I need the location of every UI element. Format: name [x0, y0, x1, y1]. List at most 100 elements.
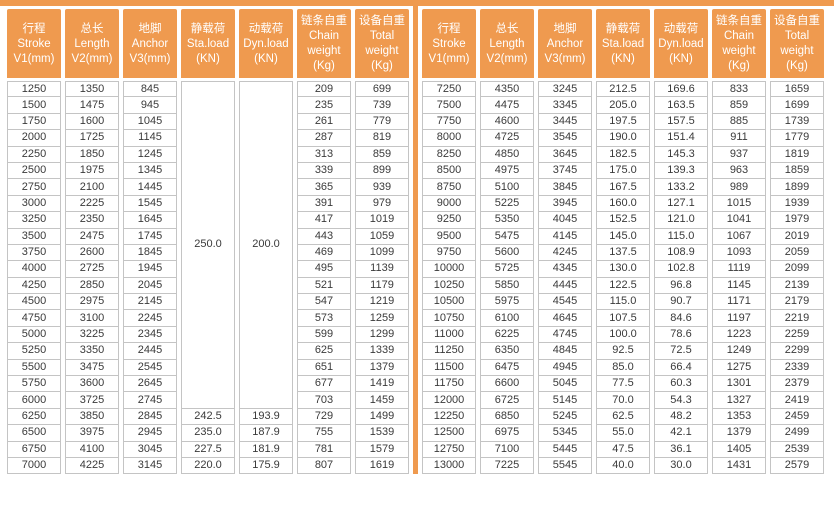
data-cell-chain-weight: 209 [297, 81, 351, 98]
data-cell-chain-weight: 1197 [712, 310, 766, 327]
table-row: 1250 1350 845 250.0 200.0 209 699 [7, 81, 409, 409]
table-row: 11000 6225 4745 100.0 78.6 1223 2259 [422, 326, 824, 344]
data-cell-stroke: 6250 [7, 408, 61, 426]
data-cell-total-weight: 2139 [770, 277, 824, 295]
data-cell-total-weight: 1859 [770, 162, 824, 180]
header-line: Stroke [17, 37, 51, 50]
data-cell-chain-weight: 1145 [712, 277, 766, 295]
data-cell-dynamic-load: 90.7 [654, 294, 708, 311]
data-cell-chain-weight: 339 [297, 162, 351, 180]
data-cell-stroke: 8250 [422, 146, 476, 163]
header-line: 静载荷 [605, 22, 641, 35]
data-cell-chain-weight: 1041 [712, 212, 766, 229]
header-line: V1(mm) [13, 52, 55, 65]
data-cell-dynamic-load: 115.0 [654, 228, 708, 245]
data-cell-total-weight: 1099 [355, 244, 409, 262]
data-cell-total-weight: 1139 [355, 261, 409, 278]
data-cell-length: 5475 [480, 228, 534, 245]
spec-table-right: 行程 Stroke V1(mm) 总长 Length V2(mm) 地脚 Anchor V3(m… [418, 9, 828, 475]
data-cell-dynamic-load: 108.9 [654, 244, 708, 262]
data-cell-chain-weight: 599 [297, 326, 351, 344]
data-cell-anchor: 2245 [123, 310, 177, 327]
data-cell-stroke: 12500 [422, 425, 476, 442]
header-line: (Kg) [786, 60, 808, 72]
data-cell-length: 2600 [65, 244, 119, 262]
data-cell-length: 1975 [65, 162, 119, 180]
data-cell-dynamic-load: 54.3 [654, 392, 708, 409]
data-cell-dynamic-load: 121.0 [654, 212, 708, 229]
data-cell-length: 4975 [480, 162, 534, 180]
header-line: 设备自重 [774, 15, 820, 27]
table-row: 12250 6850 5245 62.5 48.2 1353 2459 [422, 408, 824, 426]
header-line: 静载荷 [190, 22, 226, 35]
data-cell-chain-weight: 313 [297, 146, 351, 163]
table-row: 7250 4350 3245 212.5 169.6 833 1659 [422, 81, 824, 98]
data-cell-total-weight: 1619 [355, 457, 409, 475]
header-line: weight [722, 45, 756, 57]
data-cell-length: 2350 [65, 212, 119, 229]
data-cell-stroke: 5250 [7, 343, 61, 360]
data-cell-stroke: 8500 [422, 162, 476, 180]
column-header-dynamic-load: 动载荷 Dyn.load (KN) [654, 9, 708, 81]
data-cell-length: 6100 [480, 310, 534, 327]
data-cell-length: 3975 [65, 425, 119, 442]
data-cell-dynamic-load: 30.0 [654, 457, 708, 475]
table-row: 12750 7100 5445 47.5 36.1 1405 2539 [422, 441, 824, 458]
data-cell-total-weight: 899 [355, 162, 409, 180]
data-cell-length: 6975 [480, 425, 534, 442]
data-cell-anchor: 2845 [123, 408, 177, 426]
data-cell-chain-weight: 417 [297, 212, 351, 229]
data-cell-anchor: 4145 [538, 228, 592, 245]
data-cell-length: 3850 [65, 408, 119, 426]
column-header-anchor: 地脚 Anchor V3(mm) [123, 9, 177, 81]
data-cell-length: 7225 [480, 457, 534, 475]
data-cell-chain-weight: 885 [712, 113, 766, 131]
data-cell-chain-weight: 911 [712, 130, 766, 147]
data-cell-total-weight: 1419 [355, 376, 409, 393]
table-row: 8500 4975 3745 175.0 139.3 963 1859 [422, 162, 824, 180]
column-header-total-weight: 设备自重 Total weight (Kg) [770, 9, 824, 81]
data-cell-total-weight: 2019 [770, 228, 824, 245]
header-line: 链条自重 [301, 15, 347, 27]
header-row: 行程 Stroke V1(mm) 总长 Length V2(mm) 地脚 Anchor V3(m… [422, 9, 824, 81]
data-cell-stroke: 3000 [7, 195, 61, 213]
data-cell-total-weight: 819 [355, 130, 409, 147]
data-cell-total-weight: 2179 [770, 294, 824, 311]
data-cell-dynamic-load: 163.5 [654, 97, 708, 114]
data-cell-stroke: 6750 [7, 441, 61, 458]
data-cell-length: 4600 [480, 113, 534, 131]
table-row: 10750 6100 4645 107.5 84.6 1197 2219 [422, 310, 824, 327]
data-cell-dynamic-load: 42.1 [654, 425, 708, 442]
data-cell-stroke: 7000 [7, 457, 61, 475]
header-line: Length [489, 37, 525, 50]
table-row: 5000 3225 2345 599 1299 [7, 326, 409, 344]
data-cell-total-weight: 1899 [770, 179, 824, 196]
data-cell-anchor: 4045 [538, 212, 592, 229]
data-cell-anchor: 2045 [123, 277, 177, 295]
data-cell-stroke: 2250 [7, 146, 61, 163]
data-cell-static-load: 167.5 [596, 179, 650, 196]
data-cell-chain-weight: 1379 [712, 425, 766, 442]
data-cell-anchor: 1345 [123, 162, 177, 180]
data-cell-length: 2975 [65, 294, 119, 311]
column-header-chain-weight: 链条自重 Chain weight (Kg) [712, 9, 766, 81]
data-cell-static-load: 47.5 [596, 441, 650, 458]
data-cell-length: 6350 [480, 343, 534, 360]
header-line: Chain [723, 30, 755, 42]
header-line: weight [307, 45, 341, 57]
data-cell-anchor: 1745 [123, 228, 177, 245]
data-cell-anchor: 3445 [538, 113, 592, 131]
data-cell-length: 4100 [65, 441, 119, 458]
data-cell-dynamic-load: 151.4 [654, 130, 708, 147]
data-cell-length: 6725 [480, 392, 534, 409]
header-line: 总长 [80, 22, 104, 35]
table-row: 9500 5475 4145 145.0 115.0 1067 2019 [422, 228, 824, 245]
data-cell-chain-weight: 1223 [712, 326, 766, 344]
data-cell-dynamic-load: 84.6 [654, 310, 708, 327]
data-cell-total-weight: 2379 [770, 376, 824, 393]
data-cell-length: 3350 [65, 343, 119, 360]
data-cell-stroke: 8000 [422, 130, 476, 147]
data-cell-total-weight: 979 [355, 195, 409, 213]
data-cell-total-weight: 2099 [770, 261, 824, 278]
data-cell-dynamic-load: 187.9 [239, 425, 293, 442]
